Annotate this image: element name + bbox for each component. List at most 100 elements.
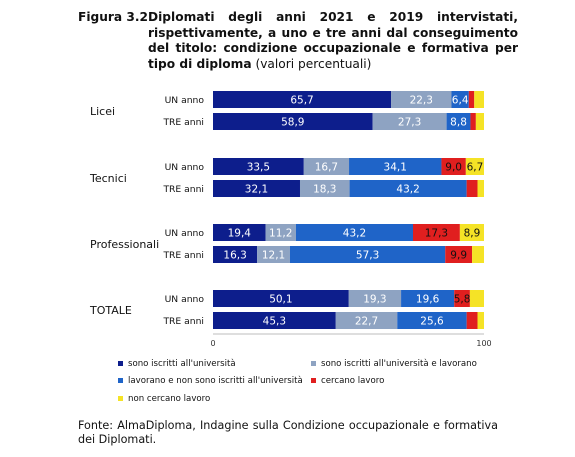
bar-segment [335, 312, 398, 329]
bar-data-label: 12,1 [262, 250, 285, 262]
bar-segment [474, 91, 484, 108]
bar-category-label: UN anno [165, 95, 205, 106]
bar-segment [475, 113, 484, 130]
bar-segment [265, 224, 296, 241]
bar-data-label: 6,7 [467, 162, 484, 174]
bar-segment [391, 91, 452, 108]
bar-segment [401, 290, 455, 307]
bar-data-label: 22,7 [355, 316, 378, 328]
caption-normal: (valori percentuali) [255, 56, 372, 71]
bar-segment [213, 290, 349, 307]
bar-data-label: 19,4 [228, 228, 252, 240]
bar-data-label: 43,2 [343, 228, 366, 240]
figure-caption: Diplomati degli anni 2021 e 2019 intervi… [148, 10, 518, 72]
bar-category-label: TRE anni [162, 117, 204, 128]
bar-category-label: UN anno [165, 162, 205, 173]
legend-label: sono iscritti all'università [128, 359, 236, 369]
bar-data-label: 33,5 [247, 162, 270, 174]
bar-segment [465, 158, 484, 175]
bar-data-label: 57,3 [356, 250, 379, 262]
bar-segment [459, 224, 484, 241]
bar-segment [446, 113, 471, 130]
bar-segment [470, 113, 476, 130]
legend-swatch [118, 361, 123, 366]
group-label: Licei [90, 105, 115, 118]
bar-segment [295, 224, 413, 241]
legend-label: cercano lavoro [321, 376, 384, 386]
bar-segment [469, 290, 484, 307]
bar-segment [213, 224, 266, 241]
group-label: Tecnici [89, 172, 127, 185]
bar-segment [213, 113, 373, 130]
figure-label: Figura 3.2 [78, 10, 148, 24]
bar-data-label: 43,2 [396, 184, 419, 196]
bar-data-label: 5,8 [454, 294, 471, 306]
bar-data-label: 9,0 [445, 162, 462, 174]
bar-data-label: 9,9 [450, 250, 467, 262]
bar-segment [412, 224, 460, 241]
bar-segment [213, 180, 300, 197]
bar-segment [289, 246, 446, 263]
bar-segment [477, 180, 484, 197]
source-note: Fonte: AlmaDiploma, Indagine sulla Condi… [78, 419, 498, 446]
bar-category-label: UN anno [165, 228, 205, 239]
bar-segment [454, 290, 470, 307]
bar-data-label: 8,8 [450, 117, 467, 129]
bar-segment [213, 91, 392, 108]
figure-title: Figura 3.2 Diplomati degli anni 2021 e 2… [78, 10, 518, 72]
bar-data-label: 19,3 [363, 294, 386, 306]
bar-data-label: 34,1 [384, 162, 407, 174]
bar-data-label: 16,7 [315, 162, 338, 174]
bar-data-label: 11,2 [269, 228, 292, 240]
bar-segment [477, 312, 484, 329]
legend-label: sono iscritti all'università e lavorano [321, 359, 477, 369]
bar-segment [213, 158, 304, 175]
legend-label: lavorano e non sono iscritti all'univers… [128, 376, 303, 386]
bar-segment [466, 180, 478, 197]
bar-data-label: 25,6 [420, 316, 444, 328]
bar-segment [213, 312, 336, 329]
bar-data-label: 32,1 [245, 184, 268, 196]
bar-segment [349, 180, 467, 197]
legend-swatch [311, 361, 316, 366]
bar-data-label: 22,3 [410, 95, 433, 107]
bar-segment [472, 246, 484, 263]
bar-segment [213, 246, 258, 263]
legend-swatch [118, 396, 123, 401]
bar-category-label: UN anno [165, 294, 205, 305]
bar-segment [451, 91, 469, 108]
bar-segment [372, 113, 447, 130]
bar-segment [349, 158, 442, 175]
bar-data-label: 50,1 [269, 294, 292, 306]
bar-data-label: 16,3 [223, 250, 246, 262]
bar-data-label: 8,9 [464, 228, 481, 240]
bar-category-label: TRE anni [162, 184, 204, 195]
group-label: Professionali [90, 238, 159, 251]
bar-data-label: 19,6 [416, 294, 440, 306]
legend-swatch [118, 378, 123, 383]
bar-segment [257, 246, 290, 263]
bar-segment [466, 312, 478, 329]
bar-data-label: 18,3 [313, 184, 336, 196]
bar-segment [299, 180, 350, 197]
group-label: TOTALE [89, 304, 132, 317]
bar-segment [441, 158, 466, 175]
bar-data-label: 58,9 [281, 117, 304, 129]
bar-segment [468, 91, 475, 108]
caption-bold: Diplomati degli anni 2021 e 2019 intervi… [148, 10, 518, 71]
bar-data-label: 17,3 [425, 228, 448, 240]
bar-category-label: TRE anni [162, 250, 204, 261]
x-tick-label: 100 [476, 339, 491, 348]
bar-data-label: 27,3 [398, 117, 421, 129]
x-tick-label: 0 [210, 339, 215, 348]
bar-segment [397, 312, 467, 329]
bar-data-label: 45,3 [263, 316, 286, 328]
legend-swatch [311, 378, 316, 383]
bar-segment [303, 158, 350, 175]
bar-segment [348, 290, 402, 307]
bar-category-label: TRE anni [162, 316, 204, 327]
bar-data-label: 6,4 [452, 95, 469, 107]
bar-segment [445, 246, 473, 263]
legend-label: non cercano lavoro [128, 394, 210, 404]
